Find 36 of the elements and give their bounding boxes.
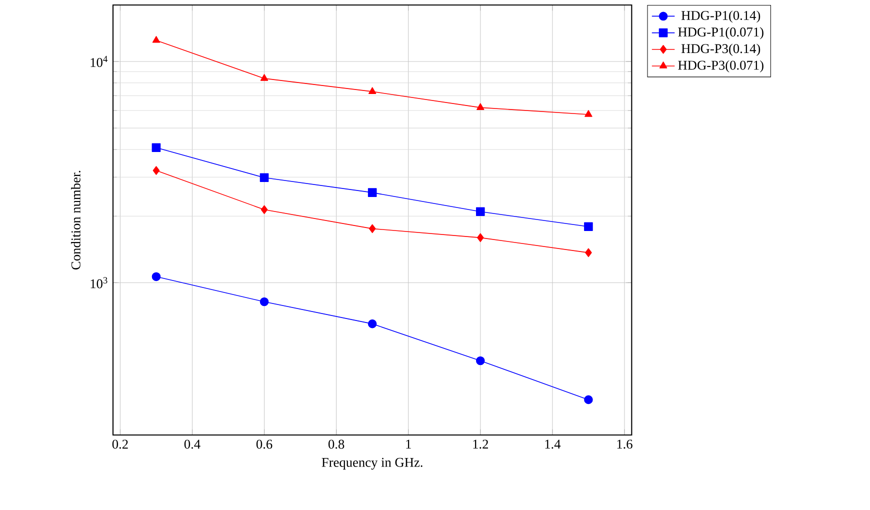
y-axis-title: Condition number. [71, 170, 80, 270]
point [476, 233, 484, 242]
point [476, 207, 485, 216]
point [368, 87, 376, 94]
point [260, 74, 268, 81]
point [260, 297, 269, 306]
legend-label: HDG-P1(0.071) [678, 27, 764, 40]
x-tick-label: 0.2 [112, 440, 128, 449]
y-tick-label: 10$^{3}$ [90, 277, 108, 288]
x-tick-label: 1.2 [473, 440, 488, 449]
x-tick-label: 0.4 [184, 440, 200, 449]
point [152, 143, 161, 152]
point [152, 272, 161, 282]
y-tick-label: 10$^{4}$ [90, 56, 108, 68]
point [368, 224, 376, 234]
legend-label: HDG-P3(0.14) [681, 44, 760, 56]
point [584, 395, 593, 404]
point [260, 205, 268, 214]
x-tick-label: 0.6 [256, 440, 272, 449]
point [260, 173, 269, 182]
legend-label: HDG-P3(0.071) [678, 60, 764, 72]
point [584, 110, 592, 117]
x-axis-title: Frequency in GHz. [322, 458, 422, 470]
x-tick-label: 0.8 [328, 440, 344, 449]
point [368, 188, 377, 197]
point [152, 166, 160, 175]
x-tick-label: 1.6 [617, 440, 632, 449]
x-tick-label: 1 [406, 440, 411, 449]
x-tick-label: 1.4 [545, 440, 561, 449]
point [584, 222, 593, 232]
point [476, 356, 485, 366]
legend-label: HDG-P1(0.14) [681, 10, 760, 23]
point [476, 103, 484, 110]
point [152, 36, 160, 43]
point [368, 319, 377, 328]
point [585, 248, 592, 258]
